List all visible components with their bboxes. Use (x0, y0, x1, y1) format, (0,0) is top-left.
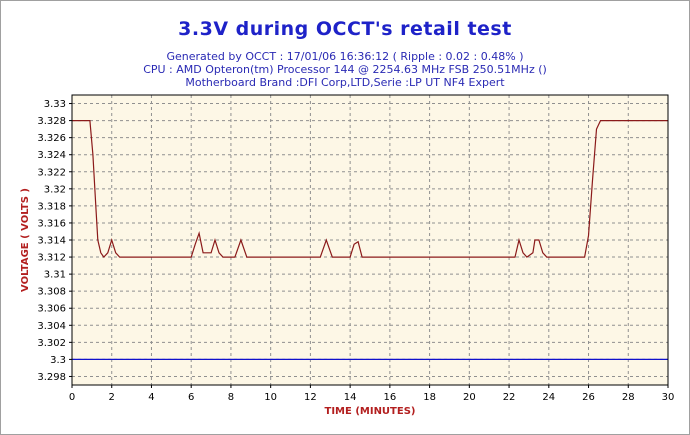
y-tick-label: 3.302 (37, 338, 66, 349)
x-tick-label: 16 (383, 392, 396, 403)
y-axis-label: VOLTAGE ( VOLTS ) (20, 188, 31, 292)
chart-subtitle-line-3: Motherboard Brand :DFI Corp,LTD,Serie :L… (185, 76, 505, 89)
y-tick-label: 3.328 (37, 116, 66, 127)
y-tick-label: 3.318 (37, 201, 66, 212)
plot-border (71, 94, 669, 386)
y-tick-label: 3.324 (37, 150, 66, 161)
chart-subtitle-line-2: CPU : AMD Opteron(tm) Processor 144 @ 22… (143, 63, 547, 76)
voltage-series-line (72, 119, 668, 259)
x-tick-label: 8 (228, 392, 234, 403)
chart-subtitle-line-1: Generated by OCCT : 17/01/06 16:36:12 ( … (166, 50, 524, 63)
y-tick-label: 3.3 (50, 355, 66, 366)
y-tick-label: 3.314 (37, 236, 66, 247)
x-tick-label: 22 (503, 392, 516, 403)
x-tick-label: 30 (662, 392, 675, 403)
y-tick-label: 3.316 (37, 218, 66, 229)
y-tick-label: 3.308 (37, 287, 66, 298)
y-tick-label: 3.33 (44, 99, 66, 110)
y-tick-label: 3.304 (37, 321, 66, 332)
x-tick-label: 4 (148, 392, 154, 403)
x-tick-label: 10 (264, 392, 277, 403)
y-tick-label: 3.298 (37, 372, 66, 383)
chart-title: 3.3V during OCCT's retail test (178, 18, 512, 40)
x-tick-label: 28 (622, 392, 635, 403)
x-tick-label: 18 (423, 392, 436, 403)
x-tick-label: 24 (542, 392, 555, 403)
y-tick-label: 3.322 (37, 167, 66, 178)
y-tick-label: 3.31 (44, 270, 66, 281)
x-tick-label: 6 (188, 392, 194, 403)
y-tick-label: 3.32 (44, 184, 66, 195)
x-tick-label: 14 (344, 392, 357, 403)
x-tick-label: 26 (582, 392, 595, 403)
x-tick-label: 20 (463, 392, 476, 403)
x-tick-label: 12 (304, 392, 317, 403)
x-axis-label: TIME (MINUTES) (325, 406, 416, 417)
y-tick-label: 3.326 (37, 133, 66, 144)
x-tick-label: 2 (109, 392, 115, 403)
plot-area (72, 95, 668, 385)
x-tick-label: 0 (69, 392, 75, 403)
y-tick-label: 3.312 (37, 253, 66, 264)
y-tick-label: 3.306 (37, 304, 66, 315)
